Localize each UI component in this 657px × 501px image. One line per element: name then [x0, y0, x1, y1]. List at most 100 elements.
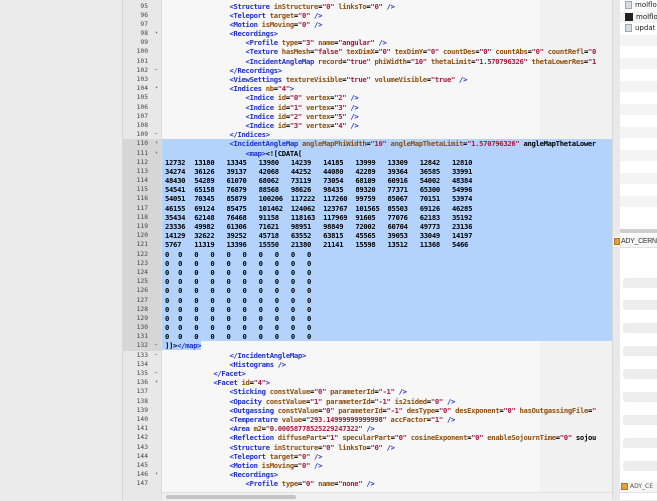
code-line[interactable]: <Histograms />	[162, 360, 612, 369]
code-line[interactable]: 12732 13180 13345 13980 14239 14185 1399…	[162, 157, 612, 167]
line-number: 134	[136, 360, 148, 368]
code-line[interactable]: 0 0 0 0 0 0 0 0 0 0	[162, 304, 612, 314]
code-line[interactable]: <Sticking constValue="0" parameterId="-1…	[162, 387, 612, 396]
code-line[interactable]: <Motion isMoving="0" />	[162, 20, 612, 29]
code-line[interactable]: </IncidentAngleMap>	[162, 351, 612, 360]
line-number: 138	[136, 397, 148, 405]
code-line[interactable]: 0 0 0 0 0 0 0 0 0 0	[162, 295, 612, 305]
fold-open-icon[interactable]: ▾	[154, 471, 158, 478]
gutter-line: 114	[123, 176, 161, 186]
code-line[interactable]: <IncidentAngleMap angleMapPhiWidth="10" …	[162, 139, 612, 149]
horizontal-scroll-thumb[interactable]	[166, 495, 296, 499]
gutter-line: 118	[123, 212, 161, 222]
code-line[interactable]: <Indice id="0" vertex="2" />	[162, 93, 612, 102]
code-line[interactable]: ]]></map>	[162, 341, 612, 351]
code-line[interactable]: <Texture hasMesh="false" texDimX="0" tex…	[162, 47, 612, 56]
code-line[interactable]: <Indices nb="4">	[162, 84, 612, 93]
fold-open-icon[interactable]: ▾	[154, 140, 158, 147]
gutter-line: 123	[123, 258, 161, 268]
code-line[interactable]: 5767 11319 13396 15550 21380 21141 15598…	[162, 240, 612, 250]
code-text: 0 0 0 0 0 0 0 0 0 0	[165, 286, 312, 296]
code-line[interactable]: <Opacity constValue="1" parameterId="-1"…	[162, 397, 612, 406]
file-item[interactable]: molflo	[620, 0, 657, 12]
code-line[interactable]: <Structure inStructure="0" linksTo="0" /…	[162, 443, 612, 452]
fold-end-icon[interactable]: ⌐	[154, 370, 158, 376]
gutter-line: 105	[123, 93, 161, 102]
vertical-scrollbar[interactable]	[612, 0, 621, 500]
path-bar-top[interactable]: ADY_CERN	[613, 236, 657, 248]
fold-open-icon[interactable]: ▾	[154, 379, 158, 386]
code-line[interactable]: <map><![CDATA[	[162, 148, 612, 158]
code-editor[interactable]: <Structure inStructure="0" linksTo="0" /…	[162, 0, 612, 492]
line-number: 145	[136, 461, 148, 469]
code-line[interactable]: 54051 70345 85879 100206 117222 117260 9…	[162, 194, 612, 204]
line-number: 118	[136, 213, 148, 221]
file-name: molflo	[635, 1, 657, 9]
code-line[interactable]: 23336 49982 61306 71621 98951 98849 7200…	[162, 222, 612, 232]
line-number: 144	[136, 452, 148, 460]
pane-divider[interactable]	[620, 229, 657, 233]
code-line[interactable]: <Teleport target="0" />	[162, 11, 612, 20]
code-line[interactable]: 34274 36126 39137 42068 44252 44080 4228…	[162, 166, 612, 177]
code-line[interactable]: <Recordings>	[162, 470, 612, 479]
code-line[interactable]: <IncidentAngleMap record="true" phiWidth…	[162, 57, 612, 66]
fold-end-icon[interactable]: ⌐	[154, 131, 158, 138]
line-number: 100	[136, 48, 148, 56]
file-item[interactable]: molflo	[620, 11, 657, 23]
fold-open-icon[interactable]: ▾	[154, 149, 158, 156]
fold-end-icon[interactable]: ⌐	[154, 66, 158, 73]
line-number: 96	[140, 11, 148, 19]
code-line[interactable]: <Indice id="2" vertex="5" />	[162, 112, 612, 121]
code-line[interactable]: <Profile type="0" name="none" />	[162, 479, 612, 488]
code-line[interactable]: 0 0 0 0 0 0 0 0 0 0	[162, 332, 612, 342]
code-text: 0 0 0 0 0 0 0 0 0 0	[165, 258, 312, 268]
code-line[interactable]: 0 0 0 0 0 0 0 0 0 0	[162, 249, 612, 259]
code-line[interactable]: 0 0 0 0 0 0 0 0 0 0	[162, 323, 612, 333]
line-number: 110	[136, 140, 148, 148]
code-line[interactable]: <Outgassing constValue="0" parameterId="…	[162, 406, 612, 415]
fold-end-icon[interactable]: ⌐	[154, 342, 158, 349]
code-line[interactable]: <Recordings>	[162, 29, 612, 38]
line-number: 139	[136, 406, 148, 414]
code-line[interactable]: <Motion isMoving="0" />	[162, 461, 612, 470]
code-text: <Recordings>	[229, 29, 278, 39]
code-line[interactable]: <ViewSettings textureVisible="true" volu…	[162, 75, 612, 84]
code-line[interactable]: 0 0 0 0 0 0 0 0 0 0	[162, 258, 612, 268]
code-line[interactable]: <Structure inStructure="0" linksTo="0" /…	[162, 2, 612, 11]
fold-open-icon[interactable]: ▾	[154, 85, 158, 92]
code-line[interactable]: 14129 32622 39252 45718 63552 63815 4556…	[162, 231, 612, 241]
code-line[interactable]: 0 0 0 0 0 0 0 0 0 0	[162, 277, 612, 287]
gutter-line: 116	[123, 194, 161, 204]
code-line[interactable]: <Profile type="3" name="angular" />	[162, 38, 612, 47]
code-line[interactable]: 0 0 0 0 0 0 0 0 0 0	[162, 267, 612, 278]
gutter-line: 97	[123, 20, 161, 29]
code-text: 0 0 0 0 0 0 0 0 0 0	[165, 323, 312, 333]
path-bar-bottom[interactable]: ADY_CE	[620, 482, 657, 493]
code-line[interactable]: <Teleport target="0" />	[162, 452, 612, 461]
code-line[interactable]: 46155 69124 85475 101462 124062 123767 1…	[162, 203, 612, 213]
code-line[interactable]: <Reflection diffusePart="1" specularPart…	[162, 433, 612, 442]
fold-open-icon[interactable]: ▾	[154, 30, 158, 37]
gutter-line: 141	[123, 424, 161, 433]
code-line[interactable]: </Indices>	[162, 130, 612, 139]
fold-end-icon[interactable]: ⌐	[154, 351, 158, 358]
code-line[interactable]: <Indice id="3" vertex="4" />	[162, 121, 612, 130]
code-line[interactable]: 35434 62148 76468 91158 118163 117969 91…	[162, 212, 612, 222]
code-line[interactable]: </Recordings>	[162, 66, 612, 75]
code-text: <Opacity constValue="1" parameterId="-1"…	[229, 396, 456, 406]
code-line[interactable]: <Indice id="1" vertex="3" />	[162, 103, 612, 112]
code-line[interactable]: 54541 65158 76879 88568 98626 98435 8932…	[162, 185, 612, 195]
code-line[interactable]: 0 0 0 0 0 0 0 0 0 0	[162, 313, 612, 324]
horizontal-scrollbar[interactable]	[162, 492, 612, 501]
code-text: 23336 49982 61306 71621 98951 98849 7200…	[165, 222, 473, 231]
code-text: </Facet>	[213, 369, 246, 378]
file-item[interactable]: updat	[620, 23, 657, 35]
code-line[interactable]: 0 0 0 0 0 0 0 0 0 0	[162, 286, 612, 296]
line-number: 147	[136, 480, 148, 488]
code-line[interactable]: <Area m2="0.00058778525229247322" />	[162, 424, 612, 433]
gutter-line: 113	[123, 166, 161, 177]
code-line[interactable]: 48430 54289 61070 68062 73119 73054 6810…	[162, 176, 612, 186]
code-line[interactable]: </Facet>	[162, 369, 612, 378]
code-line[interactable]: <Facet id="4">	[162, 378, 612, 387]
code-line[interactable]: <Temperature value="293.14999999999998" …	[162, 415, 612, 424]
